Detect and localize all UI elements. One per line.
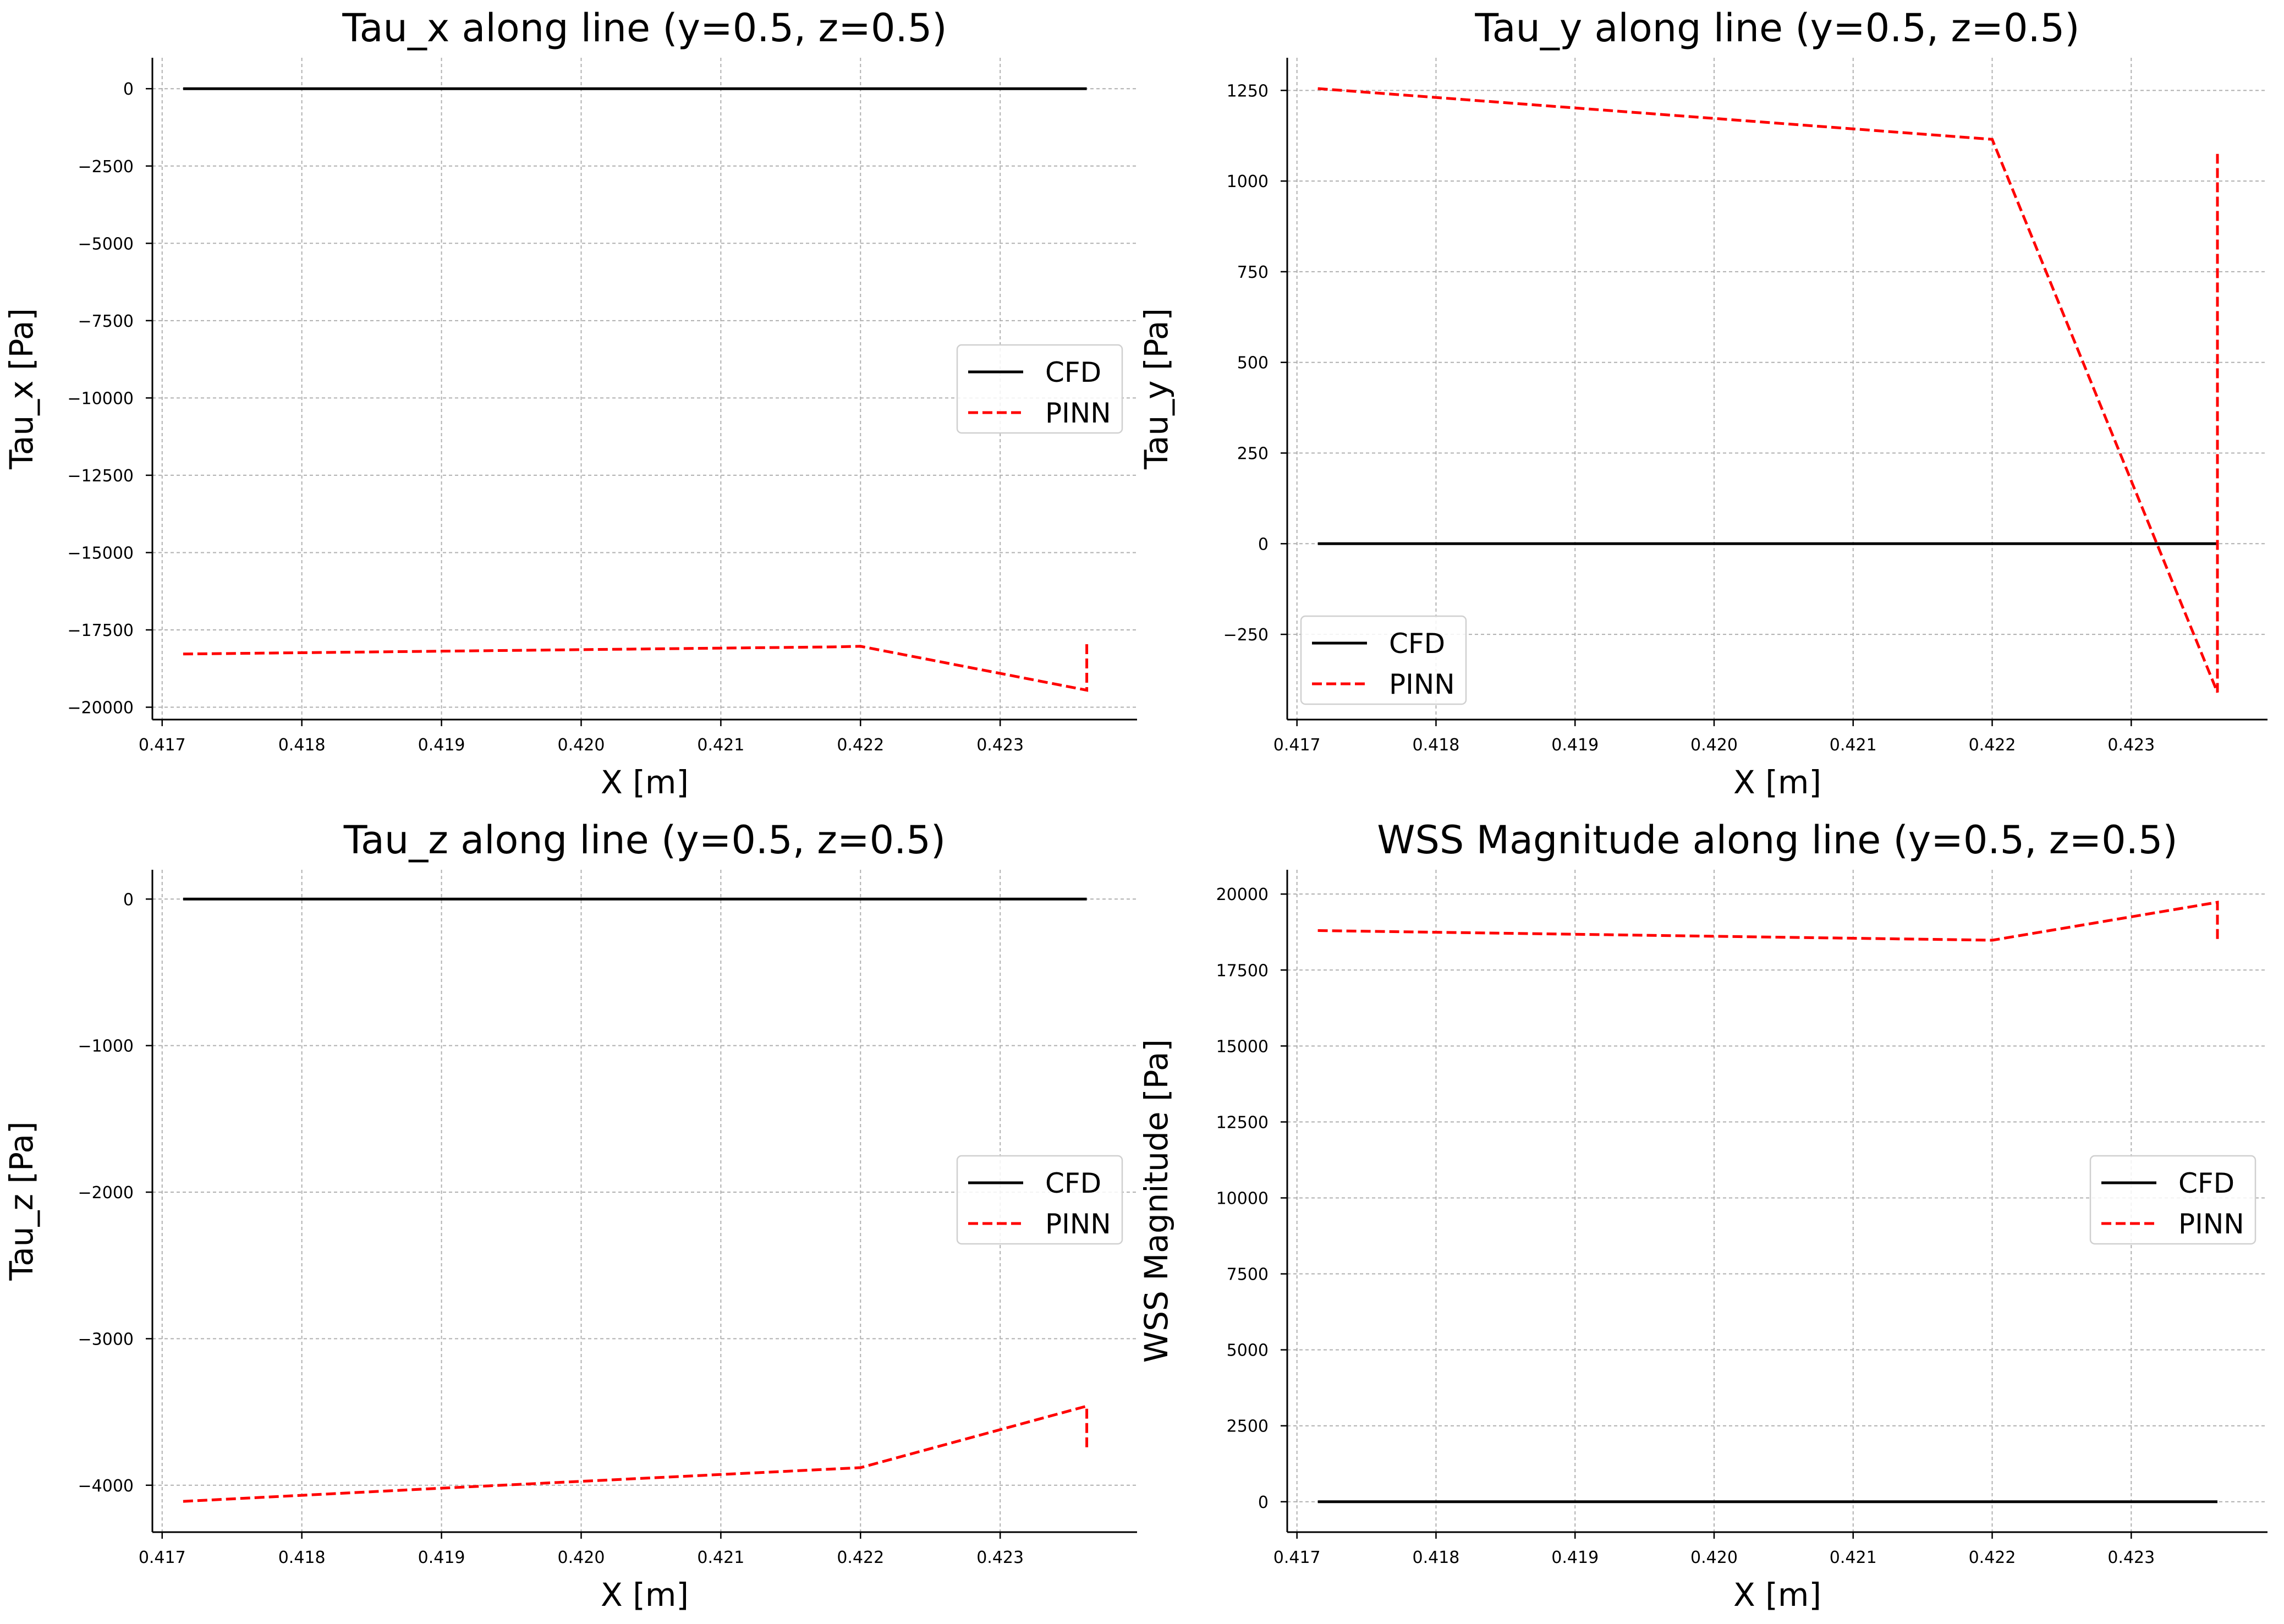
legend: CFD PINN — [956, 1155, 1123, 1245]
y-tick-label: −10000 — [67, 389, 134, 408]
x-axis-label: X [m] — [1733, 1576, 1821, 1614]
x-tick-label: 0.420 — [1690, 1548, 1738, 1567]
legend-label-pinn: PINN — [1045, 397, 1111, 429]
x-tick-label: 0.423 — [976, 736, 1024, 755]
x-tick-label: 0.417 — [139, 736, 186, 755]
legend: CFD PINN — [1300, 615, 1467, 705]
legend-label-pinn: PINN — [1389, 668, 1455, 700]
x-tick-label: 0.417 — [1273, 1548, 1321, 1567]
y-tick-label: −15000 — [67, 544, 134, 563]
x-tick-label: 0.420 — [558, 1548, 605, 1567]
chart-title: Tau_z along line (y=0.5, z=0.5) — [343, 818, 946, 863]
x-tick-label: 0.422 — [1969, 1548, 2016, 1567]
legend-box — [1300, 615, 1467, 705]
y-axis-label: Tau_z [Pa] — [3, 1121, 40, 1281]
x-tick-label: 0.417 — [139, 1548, 186, 1567]
x-tick-label: 0.419 — [418, 736, 465, 755]
y-tick-label: 500 — [1237, 354, 1269, 373]
x-tick-label: 0.422 — [837, 736, 884, 755]
y-axis-label: Tau_y [Pa] — [1138, 308, 1175, 470]
legend-label-cfd: CFD — [1045, 356, 1101, 388]
x-axis-label: X [m] — [601, 1576, 689, 1614]
x-tick-label: 0.419 — [418, 1548, 465, 1567]
series-line-pinn — [183, 1404, 1089, 1503]
x-tick-label: 0.418 — [1413, 736, 1460, 755]
y-axis-label: WSS Magnitude [Pa] — [1138, 1039, 1175, 1363]
y-tick-label: 12500 — [1216, 1113, 1269, 1132]
y-tick-label: −2500 — [78, 157, 134, 177]
chart-title: Tau_x along line (y=0.5, z=0.5) — [342, 6, 947, 51]
x-tick-label: 0.422 — [1969, 736, 2016, 755]
y-axis-label: Tau_x [Pa] — [3, 308, 40, 470]
y-tick-label: −4000 — [78, 1477, 134, 1496]
chart-title: Tau_y along line (y=0.5, z=0.5) — [1474, 6, 2079, 51]
legend: CFD PINN — [956, 344, 1123, 434]
y-tick-label: −17500 — [67, 621, 134, 640]
y-tick-label: 0 — [1258, 1493, 1269, 1512]
y-tick-label: 0 — [123, 80, 134, 99]
x-tick-label: 0.418 — [1413, 1548, 1460, 1567]
x-tick-label: 0.423 — [976, 1548, 1024, 1567]
chart-panel-2: 0.417 0.418 0.419 0.420 0.421 0.422 0.423 1250 1… — [1138, 6, 2267, 801]
x-tick-label: 0.423 — [2107, 736, 2155, 755]
x-tick-label: 0.419 — [1551, 736, 1599, 755]
x-tick-label: 0.423 — [2107, 1548, 2155, 1567]
legend-label-cfd: CFD — [2178, 1167, 2234, 1199]
legend-label-cfd: CFD — [1045, 1167, 1101, 1199]
series-line-pinn — [1317, 901, 2219, 943]
x-axis-label: X [m] — [1733, 764, 1821, 801]
y-tick-label: 750 — [1237, 263, 1269, 282]
x-tick-label: 0.418 — [278, 736, 326, 755]
chart-panel-1: 0.417 0.418 0.419 0.420 0.421 0.422 0.423 0 −250… — [3, 6, 1137, 801]
y-tick-label: −12500 — [67, 467, 134, 486]
legend-box — [956, 1155, 1123, 1245]
y-tick-label: 20000 — [1216, 885, 1269, 904]
y-tick-label: −3000 — [78, 1330, 134, 1349]
y-tick-label: −2000 — [78, 1183, 134, 1203]
x-tick-label: 0.422 — [837, 1548, 884, 1567]
chart-panel-3: 0.417 0.418 0.419 0.420 0.421 0.422 0.423 0 −100… — [3, 818, 1137, 1614]
y-tick-label: 2500 — [1227, 1417, 1269, 1436]
x-tick-label: 0.420 — [1690, 736, 1738, 755]
y-tick-label: 15000 — [1216, 1037, 1269, 1056]
y-tick-label: 10000 — [1216, 1189, 1269, 1208]
y-tick-label: 5000 — [1227, 1341, 1269, 1360]
y-tick-label: −250 — [1223, 626, 1269, 645]
y-tick-label: −7500 — [78, 312, 134, 331]
legend-box — [956, 344, 1123, 434]
x-tick-label: 0.418 — [278, 1548, 326, 1567]
y-tick-label: −20000 — [67, 699, 134, 718]
chart-title: WSS Magnitude along line (y=0.5, z=0.5) — [1377, 818, 2177, 863]
x-tick-label: 0.421 — [697, 736, 744, 755]
x-axis-label: X [m] — [601, 764, 689, 801]
x-tick-label: 0.421 — [1830, 736, 1877, 755]
y-tick-label: 250 — [1237, 445, 1269, 464]
chart-panel-4: 0.417 0.418 0.419 0.420 0.421 0.422 0.423 20000… — [1138, 818, 2267, 1614]
y-tick-label: 0 — [123, 890, 134, 909]
y-tick-label: −1000 — [78, 1037, 134, 1056]
x-tick-label: 0.421 — [1830, 1548, 1877, 1567]
y-tick-label: 0 — [1258, 535, 1269, 554]
legend-label-cfd: CFD — [1389, 628, 1445, 660]
series-line-pinn — [183, 640, 1089, 692]
x-tick-label: 0.417 — [1273, 736, 1321, 755]
y-tick-label: 1250 — [1227, 81, 1269, 101]
x-tick-label: 0.419 — [1551, 1548, 1599, 1567]
series-line-pinn — [1317, 87, 2219, 693]
legend-label-pinn: PINN — [1045, 1208, 1111, 1240]
y-tick-label: 1000 — [1227, 172, 1269, 191]
y-tick-label: 7500 — [1227, 1265, 1269, 1285]
legend-box — [2089, 1155, 2256, 1245]
x-tick-label: 0.420 — [558, 736, 605, 755]
x-tick-label: 0.421 — [697, 1548, 744, 1567]
legend: CFD PINN — [2089, 1155, 2256, 1245]
legend-label-pinn: PINN — [2178, 1208, 2244, 1240]
y-tick-label: 17500 — [1216, 961, 1269, 980]
y-tick-label: −5000 — [78, 234, 134, 254]
